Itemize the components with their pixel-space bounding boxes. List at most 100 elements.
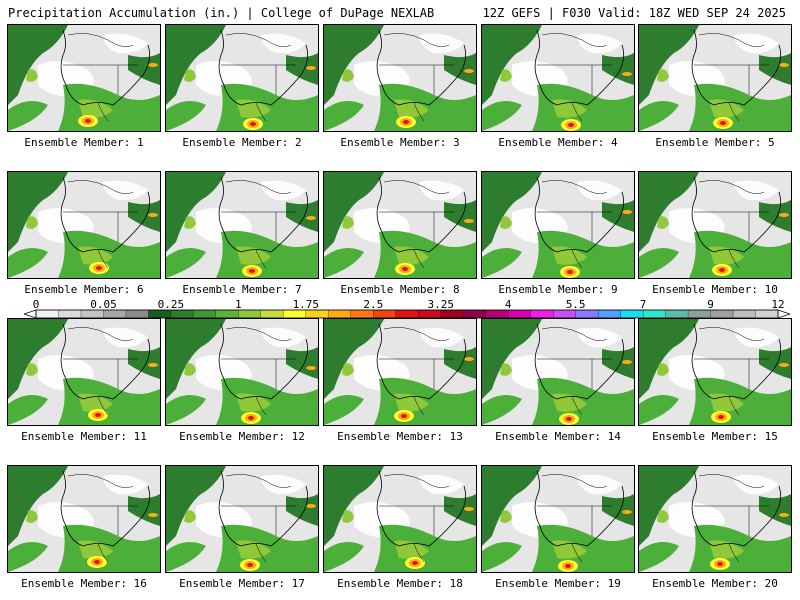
colorbar-swatch (215, 309, 239, 319)
colorbar-tick-label: 4 (505, 298, 512, 311)
ensemble-member-label: Ensemble Member: 18 (337, 577, 463, 590)
colorbar-swatch (508, 309, 532, 319)
ensemble-member-label: Ensemble Member: 11 (21, 430, 147, 443)
colorbar-swatch (687, 309, 712, 319)
map-title: Precipitation Accumulation (in.) | Colle… (8, 6, 435, 20)
ensemble-map-panel (7, 24, 161, 132)
precip-swath (639, 172, 699, 252)
colorbar-swatch (418, 309, 442, 319)
ensemble-member-label: Ensemble Member: 2 (182, 136, 302, 149)
colorbar-swatch (305, 309, 329, 319)
colorbar-swatch (350, 309, 374, 319)
colorbar-swatch (35, 309, 60, 319)
colorbar-swatch (170, 309, 194, 319)
colorbar-tick-label: 0.05 (90, 298, 117, 311)
ensemble-member-label: Ensemble Member: 15 (652, 430, 778, 443)
colorbar-tick-label: 9 (707, 298, 714, 311)
precip-swath (8, 319, 68, 399)
colorbar-swatch (665, 309, 689, 319)
colorbar-swatch (103, 309, 127, 319)
ensemble-map-panel (481, 24, 635, 132)
ensemble-map-panel (481, 465, 635, 573)
precip-swath (482, 172, 542, 252)
precip-swath (8, 25, 68, 105)
ensemble-member-label: Ensemble Member: 10 (652, 283, 778, 296)
precip-swath (8, 466, 68, 546)
colorbar-max-arrow (777, 309, 790, 319)
colorbar-swatch (710, 309, 734, 319)
colorbar-tick-label: 2.5 (363, 298, 383, 311)
ensemble-member-label: Ensemble Member: 8 (340, 283, 460, 296)
colorbar-tick-label: 7 (640, 298, 647, 311)
colorbar-swatch (485, 309, 509, 319)
precip-swath (482, 25, 542, 105)
colorbar-tick-label: 12 (771, 298, 784, 311)
precip-swath (8, 172, 68, 252)
ensemble-map-panel (165, 465, 319, 573)
colorbar-swatch (732, 309, 757, 319)
ensemble-map-panel (323, 318, 477, 426)
precip-swath (166, 172, 226, 252)
precip-swath (639, 25, 699, 105)
ensemble-map-panel (638, 171, 792, 279)
precip-swath (166, 466, 226, 546)
colorbar-swatch (283, 309, 307, 319)
precip-swath (324, 172, 384, 252)
ensemble-member-label: Ensemble Member: 7 (182, 283, 302, 296)
ensemble-map-panel (638, 318, 792, 426)
ensemble-member-label: Ensemble Member: 20 (652, 577, 778, 590)
precip-colorbar: 0 0.05 0.25 1 1.75 2.5 3.25 4 5.5 7 9 12 (24, 298, 790, 320)
ensemble-map-panel (323, 171, 477, 279)
precip-swath (639, 319, 699, 399)
precip-swath (166, 25, 226, 105)
precip-swath (324, 466, 384, 546)
ensemble-member-label: Ensemble Member: 4 (498, 136, 618, 149)
colorbar-tick-label: 1.75 (293, 298, 320, 311)
colorbar-swatch (597, 309, 622, 319)
ensemble-map-panel (638, 24, 792, 132)
ensemble-member-label: Ensemble Member: 14 (495, 430, 621, 443)
colorbar-swatch (148, 309, 172, 319)
ensemble-member-label: Ensemble Member: 19 (495, 577, 621, 590)
precip-swath (324, 319, 384, 399)
colorbar-swatch (125, 309, 149, 319)
colorbar-min-arrow (24, 309, 37, 319)
ensemble-map-panel (323, 465, 477, 573)
ensemble-map-panel (481, 171, 635, 279)
colorbar-swatch (328, 309, 352, 319)
colorbar-tick-label: 3.25 (427, 298, 454, 311)
run-valid-time: 12Z GEFS | F030 Valid: 18Z WED SEP 24 20… (482, 6, 786, 20)
ensemble-map-panel (165, 318, 319, 426)
ensemble-member-label: Ensemble Member: 17 (179, 577, 305, 590)
ensemble-map-panel (7, 171, 161, 279)
colorbar-swatch (530, 309, 554, 319)
colorbar-swatch (395, 309, 419, 319)
ensemble-member-label: Ensemble Member: 16 (21, 577, 147, 590)
colorbar-swatch (58, 309, 82, 319)
colorbar-tick-label: 0.25 (158, 298, 185, 311)
ensemble-map-panel (638, 465, 792, 573)
colorbar-swatch (575, 309, 599, 319)
precip-swath (482, 319, 542, 399)
ensemble-map-panel (7, 465, 161, 573)
ensemble-member-label: Ensemble Member: 12 (179, 430, 305, 443)
ensemble-member-label: Ensemble Member: 1 (24, 136, 144, 149)
colorbar-swatch (238, 309, 262, 319)
ensemble-map-panel (7, 318, 161, 426)
colorbar-swatch (260, 309, 284, 319)
ensemble-member-label: Ensemble Member: 3 (340, 136, 460, 149)
colorbar-swatch (755, 309, 779, 319)
colorbar-swatch (620, 309, 644, 319)
colorbar-tick-label: 0 (33, 298, 40, 311)
ensemble-member-label: Ensemble Member: 9 (498, 283, 618, 296)
colorbar-swatch (642, 309, 667, 319)
ensemble-map-panel (165, 171, 319, 279)
colorbar-swatch (80, 309, 105, 319)
ensemble-map-panel (481, 318, 635, 426)
precip-swath (639, 466, 699, 546)
colorbar-swatch (440, 309, 464, 319)
ensemble-map-panel (323, 24, 477, 132)
colorbar-swatch (193, 309, 217, 319)
ensemble-member-label: Ensemble Member: 6 (24, 283, 144, 296)
colorbar-swatch (553, 309, 577, 319)
